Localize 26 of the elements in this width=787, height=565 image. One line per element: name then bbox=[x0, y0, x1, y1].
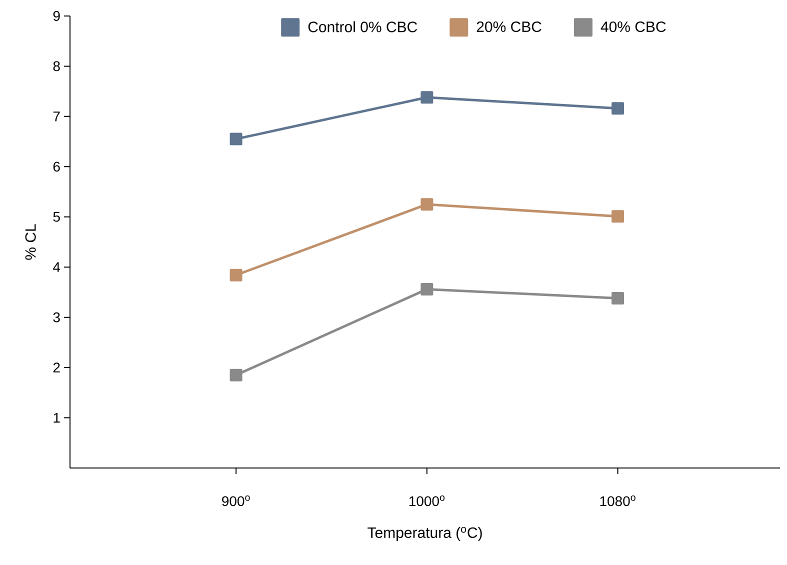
y-tick-label: 5 bbox=[53, 212, 60, 222]
y-tick-label: 3 bbox=[53, 312, 60, 322]
point bbox=[420, 282, 434, 296]
legend-label: 20% CBC bbox=[476, 21, 542, 32]
y-tick-label: 4 bbox=[53, 262, 60, 272]
legend-label: 40% CBC bbox=[600, 21, 666, 32]
point bbox=[420, 198, 434, 211]
y-tick-label: 1 bbox=[54, 412, 60, 423]
point bbox=[612, 102, 624, 115]
point bbox=[612, 292, 624, 304]
x-tick-label: 1080$^{o}$ bbox=[600, 496, 636, 506]
point bbox=[230, 268, 242, 282]
y-tick-label: 2 bbox=[53, 362, 60, 372]
y-tick-label: 9 bbox=[53, 11, 60, 21]
point bbox=[230, 132, 242, 146]
point bbox=[612, 210, 624, 223]
legend-label: Control 0% CBC bbox=[308, 21, 418, 32]
y-axis-title: % CL bbox=[25, 224, 36, 260]
x-axis-title: Temperatura ($^{o}$C) bbox=[368, 526, 482, 541]
x-tick-label: 1000$^{o}$ bbox=[409, 496, 445, 506]
point bbox=[420, 91, 434, 104]
y-tick-label: 8 bbox=[53, 61, 60, 72]
x-tick-label: 900$^{o}$ bbox=[222, 496, 250, 506]
y-tick-label: 6 bbox=[53, 162, 60, 172]
point bbox=[230, 368, 242, 382]
y-tick-label: 7 bbox=[53, 112, 60, 122]
